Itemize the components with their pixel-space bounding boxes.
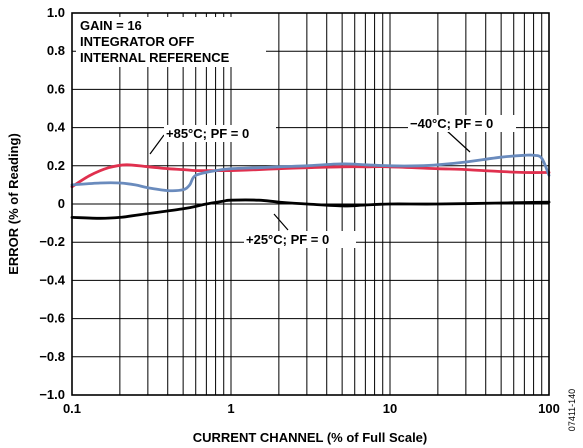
- x-tick-label: 10: [383, 401, 397, 416]
- tick-labels: 1.0 0.8 0.6 0.4 0.2 0 −0.2 −0.4 −0.6 −0.8 −1.00.1 1…: [39, 5, 560, 416]
- leader-minus40: [445, 129, 471, 153]
- y-tick-label: −0.2: [39, 234, 65, 249]
- label-bg-minus40: [408, 115, 516, 132]
- x-axis-title: CURRENT CHANNEL (% of Full Scale): [193, 430, 428, 445]
- y-tick-label: −0.6: [39, 311, 65, 326]
- note-gain: GAIN = 16: [80, 18, 142, 33]
- conditions-box: [76, 17, 266, 67]
- y-tick-label: −0.8: [39, 349, 65, 364]
- y-tick-label: −1.0: [39, 387, 65, 402]
- leader-plus85: [149, 134, 165, 155]
- y-tick-label: 1.0: [47, 5, 65, 20]
- label-bg-plus25: [244, 231, 356, 248]
- y-tick-label: 0: [58, 196, 65, 211]
- series-plus25-line: [70, 198, 551, 220]
- label-plus25: +25°C; PF = 0: [246, 232, 329, 247]
- series-minus40-line: [70, 153, 551, 193]
- y-tick-label: 0.6: [47, 81, 65, 96]
- y-tick-label: 0.8: [47, 43, 65, 58]
- data-series: [70, 153, 551, 220]
- figure-id: 07411-140: [567, 389, 577, 431]
- plot-frame: [71, 12, 550, 396]
- leader-plus25: [273, 213, 289, 231]
- y-tick-label: −0.4: [39, 272, 65, 287]
- series-plus85-line: [70, 163, 551, 189]
- note-reference: INTERNAL REFERENCE: [80, 50, 230, 65]
- x-tick-label: 0.1: [63, 401, 81, 416]
- x-tick-label: 100: [538, 401, 560, 416]
- label-minus40: −40°C; PF = 0: [410, 116, 493, 131]
- y-tick-label: 0.2: [47, 158, 65, 173]
- note-integrator: INTEGRATOR OFF: [80, 34, 194, 49]
- y-axis-title: ERROR (% of Reading): [6, 133, 21, 275]
- y-tick-label: 0.4: [47, 120, 66, 135]
- label-plus85: +85°C; PF = 0: [166, 126, 249, 141]
- label-bg-plus85: [164, 125, 276, 142]
- x-tick-label: 1: [227, 401, 234, 416]
